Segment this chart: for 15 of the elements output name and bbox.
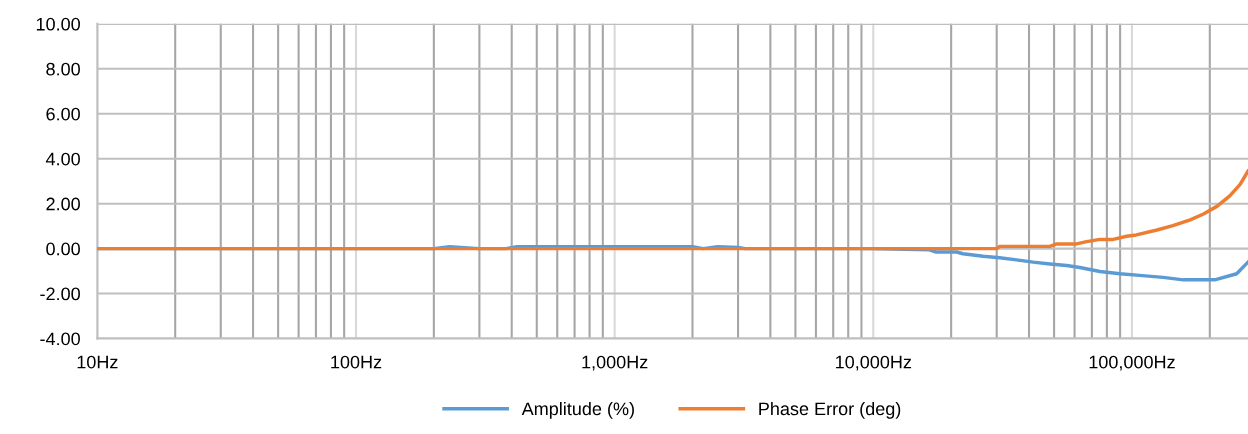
x-tick-label: 100,000Hz	[1089, 355, 1175, 371]
y-tick-label: -4.00	[40, 332, 80, 346]
y-tick-label: 4.00	[45, 152, 80, 166]
y-tick-label: 0.00	[46, 242, 80, 256]
y-tick-label: -2.00	[40, 287, 80, 301]
legend-label: Phase Error (deg)	[759, 401, 901, 419]
y-tick-label: 6.00	[46, 107, 80, 121]
legend-label: Amplitude (%)	[521, 401, 634, 419]
x-tick-label: 10Hz	[77, 355, 118, 369]
x-tick-label: 1,000Hz	[582, 355, 648, 371]
y-tick-label: 2.00	[46, 197, 80, 211]
y-tick-label: 8.00	[46, 62, 80, 76]
y-tick-label: 10.00	[36, 17, 80, 31]
x-tick-label: 100Hz	[331, 355, 382, 369]
x-tick-label: 10,000Hz	[836, 355, 912, 371]
